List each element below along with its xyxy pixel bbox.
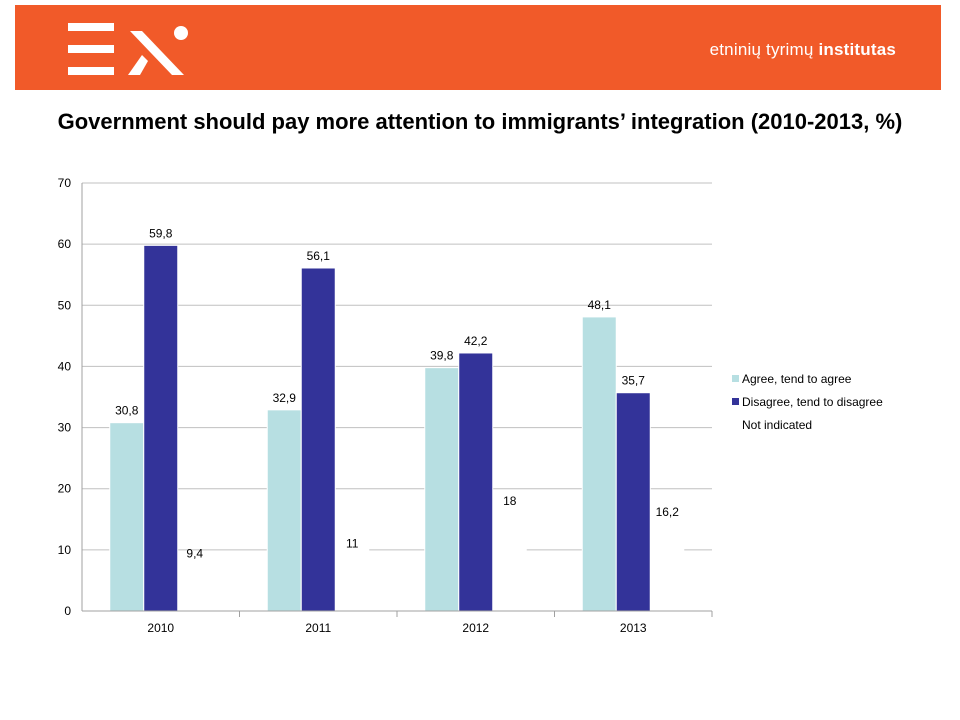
- y-tick-label-40: 40: [58, 359, 72, 373]
- legend-label-2: Not indicated: [742, 418, 812, 432]
- brand-name-bold: institutas: [818, 40, 896, 59]
- bar-s1-2011: [300, 267, 336, 612]
- y-tick-label-20: 20: [58, 482, 72, 496]
- data-label-s2-2011: 11: [346, 537, 359, 551]
- y-tick-label-10: 10: [58, 543, 72, 557]
- bar-s1-2013: [615, 392, 651, 612]
- brand-name-regular: etninių tyrimų: [709, 40, 819, 59]
- data-label-s1-2013: 35,7: [622, 374, 646, 388]
- bar-not-indicated-2013: [650, 511, 685, 611]
- x-tick-label-2012: 2012: [462, 621, 489, 635]
- x-tick-label-2013: 2013: [620, 621, 647, 635]
- bar-s1-2012: [458, 352, 494, 612]
- data-label-s1-2011: 56,1: [307, 249, 331, 263]
- bar-not-indicated-2010: [177, 553, 212, 611]
- bar-s0-2013: [581, 316, 617, 612]
- legend-swatch-2: [732, 421, 739, 428]
- data-label-s1-2010: 59,8: [149, 226, 173, 240]
- y-tick-label-30: 30: [58, 421, 72, 435]
- legend-swatch-1: [732, 398, 739, 405]
- data-label-s0-2012: 39,8: [430, 349, 454, 363]
- etnos-logo-icon: [68, 23, 188, 75]
- bar-s0-2010: [109, 422, 145, 612]
- data-label-s0-2013: 48,1: [588, 298, 612, 312]
- y-tick-label-60: 60: [58, 237, 72, 251]
- data-label-s2-2012: 18: [503, 494, 517, 508]
- chart-title: Government should pay more attention to …: [57, 109, 903, 134]
- data-label-s0-2011: 32,9: [273, 391, 297, 405]
- data-label-s2-2013: 16,2: [656, 505, 680, 519]
- data-label-s1-2012: 42,2: [464, 334, 488, 348]
- bar-not-indicated-2011: [335, 543, 370, 611]
- legend-swatch-0: [732, 375, 739, 382]
- data-label-s2-2010: 9,4: [186, 547, 203, 561]
- legend-label-1: Disagree, tend to disagree: [742, 395, 883, 409]
- bar-s1-2010: [143, 244, 179, 612]
- brand-name: etninių tyrimų institutas: [710, 40, 896, 60]
- legend-label-0: Agree, tend to agree: [742, 372, 852, 386]
- y-tick-label-50: 50: [58, 298, 72, 312]
- data-label-s0-2010: 30,8: [115, 404, 139, 418]
- y-tick-label-0: 0: [64, 604, 71, 618]
- x-tick-label-2011: 2011: [305, 621, 331, 635]
- header-banner: etninių tyrimų institutas: [15, 5, 941, 90]
- bar-not-indicated-2012: [492, 500, 527, 611]
- bar-s0-2012: [424, 367, 460, 612]
- bar-s0-2011: [266, 409, 302, 612]
- x-tick-label-2010: 2010: [147, 621, 174, 635]
- y-tick-label-70: 70: [58, 176, 72, 190]
